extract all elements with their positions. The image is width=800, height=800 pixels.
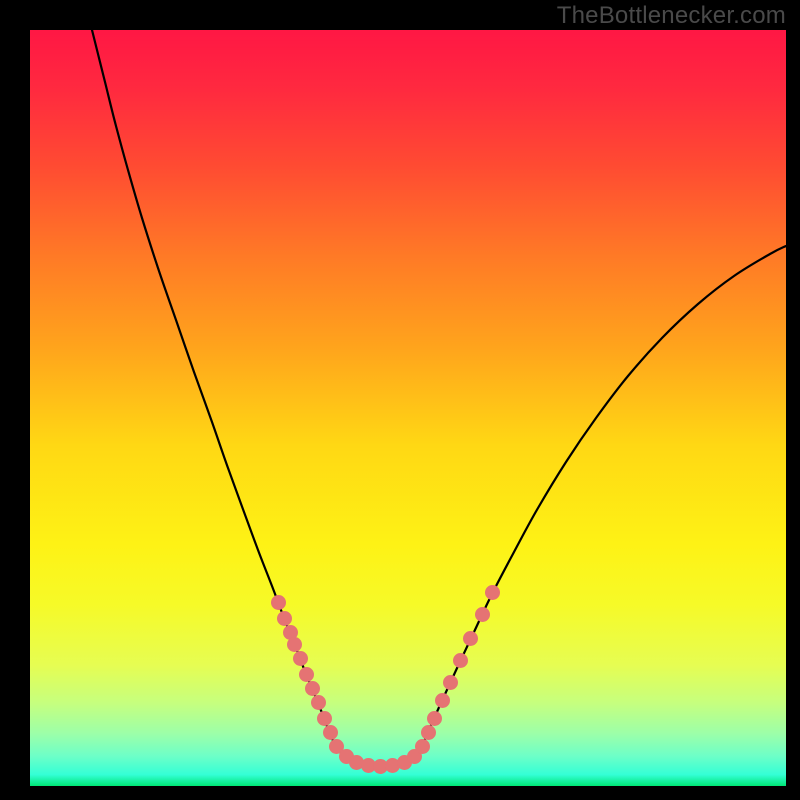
data-marker: [317, 711, 332, 726]
data-marker: [415, 739, 430, 754]
data-marker: [299, 667, 314, 682]
marker-layer: [0, 0, 800, 800]
data-marker: [271, 595, 286, 610]
data-marker: [277, 611, 292, 626]
data-marker: [287, 637, 302, 652]
data-marker: [427, 711, 442, 726]
data-marker: [485, 585, 500, 600]
data-marker: [463, 631, 478, 646]
data-marker: [305, 681, 320, 696]
data-marker: [475, 607, 490, 622]
data-marker: [293, 651, 308, 666]
data-marker: [435, 693, 450, 708]
data-marker: [311, 695, 326, 710]
data-marker: [443, 675, 458, 690]
data-marker: [323, 725, 338, 740]
data-marker: [453, 653, 468, 668]
data-marker: [421, 725, 436, 740]
watermark-text: TheBottlenecker.com: [557, 2, 786, 30]
